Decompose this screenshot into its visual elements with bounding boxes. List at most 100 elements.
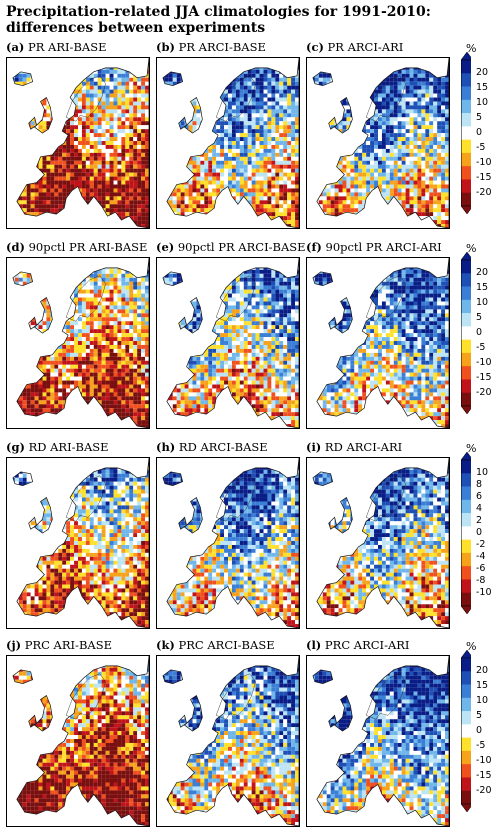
colorbar-tick-label: -10 (476, 586, 492, 598)
colorbar-segment (461, 750, 471, 765)
colorbar-segment (461, 179, 471, 194)
colorbar-segment (461, 192, 471, 207)
panel-title: RD ARI-BASE (24, 440, 109, 454)
coastline (28, 116, 37, 130)
coastline (328, 116, 337, 130)
coastline (328, 316, 337, 330)
coastline (34, 297, 53, 334)
colorbar-tick-label: -5 (476, 141, 486, 153)
colorbar-tick-label: 15 (476, 82, 489, 94)
colorbar-segment (461, 139, 471, 154)
colorbar-tick-label: -4 (476, 550, 486, 562)
coastline (184, 497, 203, 534)
coastline (312, 669, 334, 685)
colorbar-tick-label: 4 (476, 503, 483, 515)
coastline (316, 58, 449, 228)
coastline (166, 458, 299, 628)
europe-map (6, 57, 150, 229)
colorbar-tick-label: 5 (476, 312, 483, 324)
panel-label: (a) PR ARI-BASE (6, 40, 106, 54)
colorbar-tick-label: 20 (476, 267, 489, 279)
colorbar-segment (461, 60, 471, 74)
colorbar-segment (461, 379, 471, 394)
panel-letter: (a) (6, 40, 25, 54)
coastline (215, 475, 256, 522)
coastline (365, 673, 406, 720)
colorbar-tick-label: -15 (476, 769, 492, 781)
coastline (334, 695, 353, 732)
colorbar-segment (461, 539, 471, 554)
coastline (16, 656, 149, 826)
colorbar-segment (461, 513, 471, 527)
coastline (12, 471, 34, 487)
panel-title: RD ARCI-BASE (175, 440, 268, 454)
coastline (312, 71, 334, 87)
colorbar-tick-label: -10 (476, 356, 492, 368)
colorbar-segment (461, 473, 471, 487)
colorbar-tick-label: 0 (476, 127, 483, 138)
colorbar (461, 52, 471, 214)
coastline (334, 97, 353, 134)
colorbar-tick-label: -2 (476, 538, 486, 550)
colorbar-tick-label: 2 (476, 515, 483, 527)
europe-map (6, 655, 150, 827)
colorbar-tick-label: -8 (476, 574, 486, 586)
europe-map (6, 457, 150, 629)
colorbar-tick-label: -20 (476, 784, 492, 796)
europe-map (306, 57, 450, 229)
colorbar-tick-label: 0 (476, 725, 483, 736)
panel-letter: (g) (6, 440, 25, 454)
coastline (316, 258, 449, 428)
coastline (316, 458, 449, 628)
colorbar-segment (461, 99, 471, 114)
coastline (65, 75, 106, 122)
colorbar-min-arrow (461, 605, 471, 614)
panel-title: PRC ARCI-ARI (321, 638, 410, 652)
colorbar-min-arrow (461, 405, 471, 414)
coastline (162, 669, 184, 685)
colorbar-tick-label: 5 (476, 112, 483, 124)
colorbar-segment (461, 671, 471, 685)
colorbar-tick-label: 15 (476, 282, 489, 294)
coastline (34, 695, 53, 732)
colorbar-unit: % (466, 242, 477, 255)
panel-label: (i) RD ARCI-ARI (306, 440, 402, 454)
colorbar-tick-label: -20 (476, 186, 492, 198)
coastline (12, 71, 34, 87)
colorbar-segment (461, 166, 471, 180)
coastline (316, 656, 449, 826)
colorbar-tick-label: 8 (476, 479, 483, 491)
colorbar-segment (461, 566, 471, 580)
colorbar-segment (461, 352, 471, 367)
panel-label: (b) PR ARCI-BASE (156, 40, 266, 54)
coastline (178, 116, 187, 130)
coastline (178, 316, 187, 330)
colorbar-unit: % (466, 640, 477, 653)
panel-label: (f) 90pctl PR ARCI-ARI (306, 240, 442, 254)
coastline (65, 275, 106, 322)
panel-title: RD ARCI-ARI (321, 440, 403, 454)
coastline (16, 458, 149, 628)
panel-label: (c) PR ARCI-ARI (306, 40, 403, 54)
coastline (166, 58, 299, 228)
panel-title: PRC ARI-BASE (21, 638, 112, 652)
panel-title: PR ARI-BASE (24, 40, 107, 54)
colorbar-segment (461, 152, 471, 167)
coastline (328, 714, 337, 728)
coastline (166, 258, 299, 428)
colorbar-segment (461, 526, 471, 540)
coastline (28, 316, 37, 330)
panel-letter: (f) (306, 240, 322, 254)
coastline (65, 475, 106, 522)
coastline (12, 669, 34, 685)
map-field (162, 458, 299, 628)
colorbar-segment (461, 286, 471, 301)
coastline (16, 58, 149, 228)
panel-title: PR ARCI-ARI (323, 40, 404, 54)
panel-letter: (e) (156, 240, 175, 254)
colorbar-segment (461, 684, 471, 699)
map-field (312, 258, 449, 428)
coastline (65, 673, 106, 720)
colorbar-segment (461, 260, 471, 274)
panel-letter: (l) (306, 638, 322, 652)
